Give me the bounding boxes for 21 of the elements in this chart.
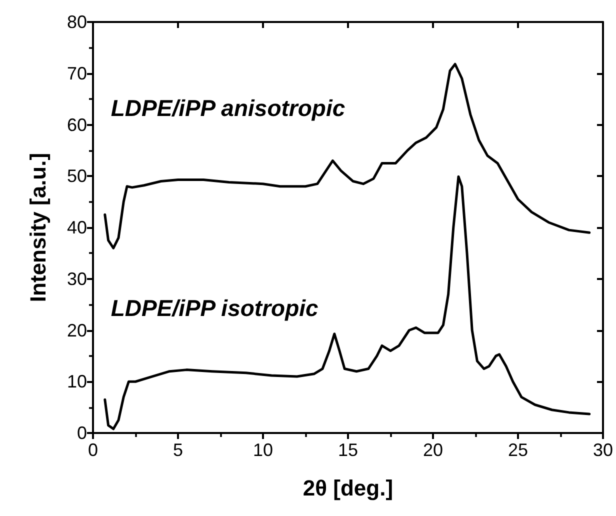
y-tick-label: 0 <box>76 423 87 443</box>
y-tick-label: 80 <box>66 12 87 32</box>
series-label: LDPE/iPP anisotropic <box>110 95 346 122</box>
x-tick-label: 30 <box>592 440 614 460</box>
x-axis-title: 2θ [deg.] <box>302 476 394 500</box>
y-axis-title: Intensity [a.u.] <box>26 152 50 302</box>
y-tick-label: 10 <box>66 372 87 392</box>
y-tick-label: 30 <box>66 268 87 289</box>
y-tick-label: 20 <box>66 320 87 340</box>
y-tick-label: 50 <box>66 166 87 186</box>
x-tick-label: 10 <box>252 440 274 460</box>
x-tick-label: 5 <box>172 440 184 460</box>
x-tick-label: 20 <box>422 440 444 460</box>
line-series <box>104 175 591 430</box>
x-tick-label: 25 <box>508 440 528 460</box>
y-tick-label: 70 <box>66 63 87 84</box>
x-tick-label: 15 <box>338 440 358 460</box>
y-tick-label: 60 <box>66 114 87 135</box>
line-series <box>104 62 591 250</box>
series-label: LDPE/iPP isotropic <box>110 294 319 321</box>
y-tick-label: 40 <box>66 218 87 238</box>
